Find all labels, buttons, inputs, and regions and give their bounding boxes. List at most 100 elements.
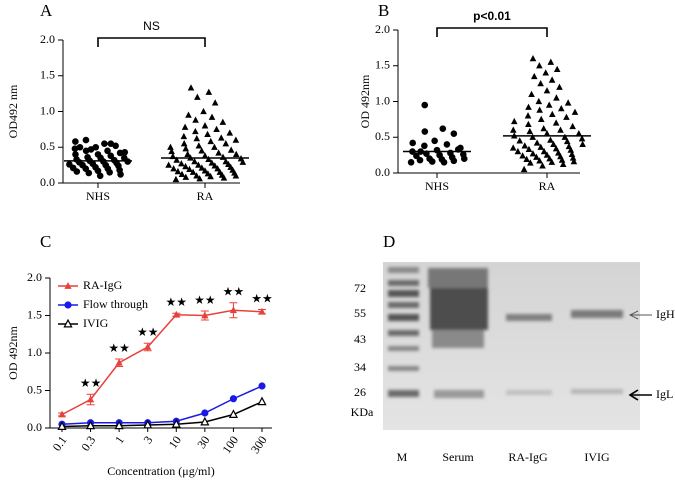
point <box>86 395 95 403</box>
point <box>182 173 190 180</box>
point <box>192 127 199 135</box>
point <box>543 151 551 158</box>
panel-label: D <box>383 232 395 251</box>
point <box>213 125 220 133</box>
x-tick-label: NHS <box>425 179 449 193</box>
point <box>450 130 458 137</box>
point <box>117 171 124 178</box>
point <box>187 84 195 91</box>
point <box>552 145 560 152</box>
point <box>229 395 238 403</box>
y-tick-label: 2.0 <box>40 32 55 46</box>
panel-label: A <box>40 1 53 20</box>
point <box>524 112 532 119</box>
point <box>525 103 532 110</box>
size-label: 34 <box>354 360 366 374</box>
significance-label: ★★ <box>223 285 245 299</box>
point <box>563 113 570 120</box>
point <box>204 170 212 177</box>
point <box>539 162 546 169</box>
point <box>121 148 129 156</box>
point <box>553 94 560 101</box>
y-tick-label: 1.0 <box>27 345 42 359</box>
y-tick-label: 0.0 <box>375 165 390 179</box>
point <box>569 122 576 130</box>
point <box>409 139 417 147</box>
point <box>227 146 235 153</box>
gel-image <box>383 262 652 430</box>
point <box>509 126 517 133</box>
point <box>540 147 548 155</box>
point <box>439 125 447 132</box>
series-line <box>61 385 263 425</box>
x-tick-label: NHS <box>86 189 110 203</box>
point <box>537 115 545 123</box>
point <box>182 145 190 152</box>
point <box>76 143 84 151</box>
point <box>222 140 230 147</box>
y-axis-label: OD 492nm <box>6 326 20 380</box>
point <box>71 145 79 152</box>
size-label: 43 <box>354 332 366 346</box>
point <box>201 122 209 129</box>
significance-label: ★★ <box>194 293 216 307</box>
point <box>536 157 543 164</box>
point <box>180 140 188 147</box>
point <box>564 99 572 106</box>
point <box>552 119 560 126</box>
point <box>450 157 458 165</box>
point <box>528 90 535 97</box>
significance-label: ★★ <box>166 295 188 309</box>
annotation: NS <box>143 19 160 33</box>
point <box>191 157 198 165</box>
point <box>258 382 266 390</box>
point <box>550 140 557 148</box>
point <box>536 62 543 69</box>
point <box>171 419 181 428</box>
legend-marker <box>64 282 72 289</box>
x-tick-label: 10 <box>166 433 184 451</box>
lane-label: IVIG <box>584 450 610 464</box>
point <box>96 172 104 180</box>
point <box>182 162 189 170</box>
point <box>421 142 428 150</box>
point <box>526 127 534 135</box>
significance-label: ★★ <box>108 341 130 355</box>
y-tick-label: 0.0 <box>40 175 55 189</box>
point <box>533 153 540 160</box>
point <box>181 123 189 130</box>
point <box>578 135 586 142</box>
y-tick-label: 2.0 <box>27 270 42 284</box>
point <box>205 155 212 163</box>
y-tick-label: 2.0 <box>375 22 390 36</box>
point <box>195 161 202 168</box>
point <box>228 409 239 418</box>
point <box>510 117 518 125</box>
point <box>521 142 529 149</box>
point <box>180 132 188 140</box>
point <box>211 162 219 169</box>
point <box>545 101 553 108</box>
point <box>543 130 551 137</box>
point <box>211 143 218 150</box>
point <box>194 93 201 100</box>
point <box>537 143 545 150</box>
point <box>529 54 537 62</box>
x-tick-label: 0.3 <box>78 433 98 453</box>
point <box>547 58 555 65</box>
point <box>553 65 561 72</box>
legend-label: RA-IgG <box>83 278 123 292</box>
point <box>520 165 528 173</box>
y-tick-label: 1.5 <box>27 307 42 321</box>
x-tick-label: RA <box>539 179 556 193</box>
point <box>548 76 556 83</box>
y-axis-label: OD 492nm <box>358 74 372 128</box>
x-tick-label: 1 <box>112 433 127 446</box>
y-tick-label: 1.5 <box>40 68 55 82</box>
point <box>72 138 79 145</box>
x-tick-label: 300 <box>248 433 270 456</box>
point <box>557 105 565 112</box>
point <box>178 170 186 178</box>
point <box>215 149 222 156</box>
legend-label: Flow through <box>83 297 148 311</box>
